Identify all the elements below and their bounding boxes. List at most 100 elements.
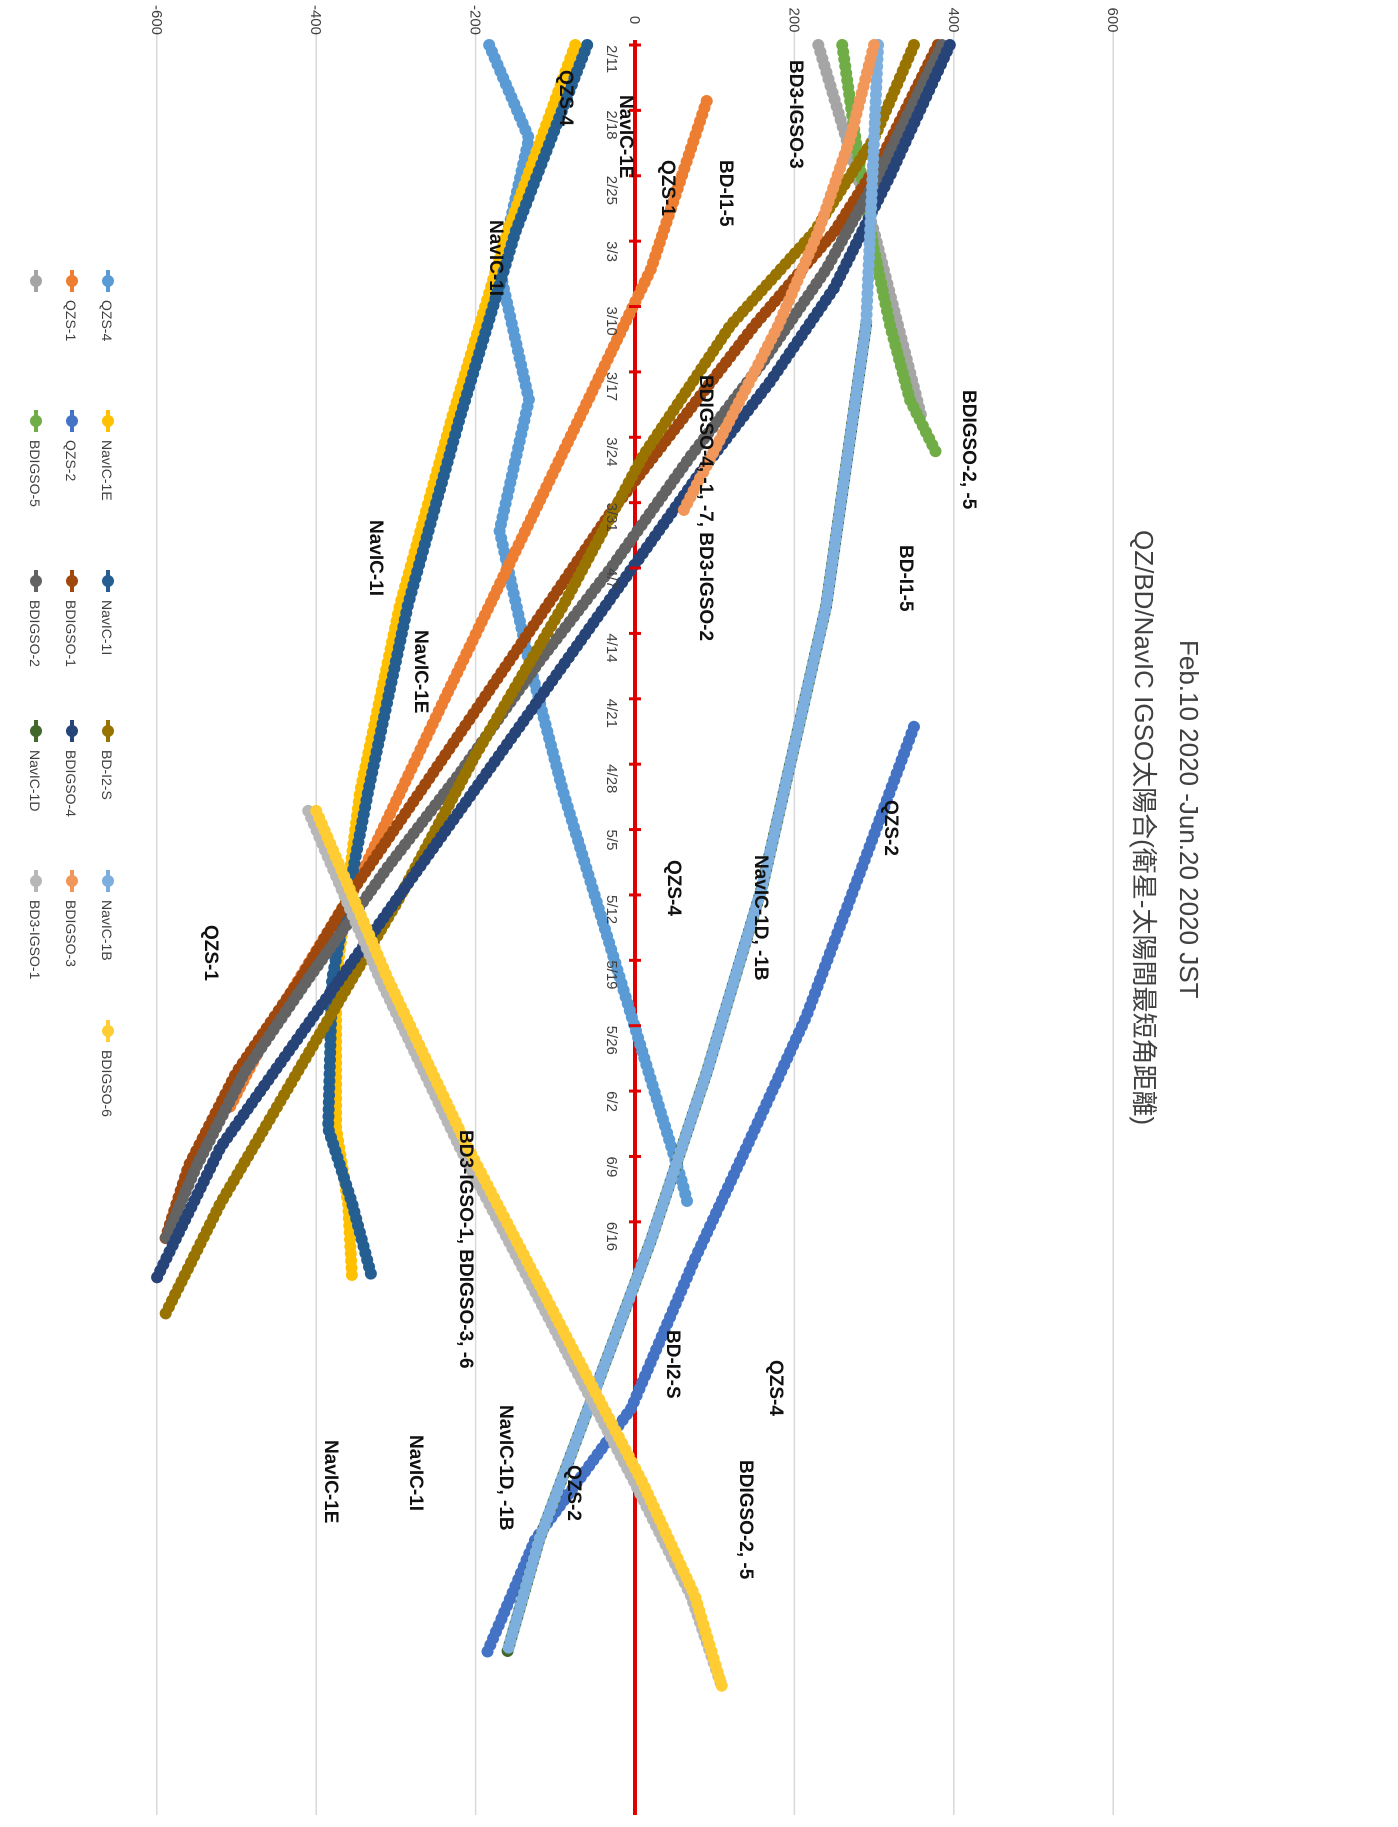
legend-item: BD-I2-S — [99, 720, 115, 800]
legend-label: NavIC-1E — [99, 440, 115, 501]
value-tick-label: 0 — [626, 16, 643, 24]
annotation-label: BD-I1-5 — [715, 160, 736, 227]
date-tick-label: 4/14 — [603, 633, 620, 662]
annotation-label: BDIGSO-4, -1, -7, BD3-IGSO-2 — [695, 375, 716, 641]
legend-marker — [66, 875, 78, 887]
annotation-label: NavIC-1D, -1B — [750, 855, 771, 981]
annotation-label: BD3-IGSO-3 — [785, 60, 806, 169]
legend-item: NavIC-1I — [99, 570, 115, 655]
legend-item: QZS-2 — [63, 410, 79, 481]
legend-marker — [30, 575, 42, 587]
annotation-label: BDIGSO-2, -5 — [735, 1460, 756, 1580]
value-tick-label: 200 — [785, 7, 802, 32]
legend-marker — [102, 1025, 114, 1037]
legend-label: BD-I2-S — [99, 750, 115, 800]
legend-marker — [102, 275, 114, 287]
legend-item: NavIC-1B — [99, 870, 115, 961]
legend-marker — [30, 275, 42, 287]
legend-marker — [66, 575, 78, 587]
legend-marker — [102, 575, 114, 587]
value-tick-label: 400 — [945, 7, 962, 32]
annotation-label: NavIC-1E — [320, 1440, 341, 1523]
legend-label: QZS-2 — [63, 440, 79, 481]
date-tick-label: 5/12 — [603, 895, 620, 924]
legend-marker — [66, 275, 78, 287]
series-line — [158, 39, 944, 1247]
legend-label: BDIGSO-1 — [63, 600, 79, 667]
value-tick-label: 600 — [1104, 7, 1121, 32]
legend-marker — [30, 415, 42, 427]
legend-item: BDIGSO-6 — [99, 1020, 115, 1117]
titles: Feb.10 2020 -Jun.20 2020 JST QZ/BD/NavIC… — [1129, 530, 1204, 1125]
date-tick-label: 3/3 — [603, 241, 620, 262]
series-line — [322, 39, 594, 1284]
date-tick-label: 6/2 — [603, 1091, 620, 1112]
legend-marker — [66, 725, 78, 737]
legend-item: QZS-1 — [63, 270, 79, 341]
annotation-label: QZS-4 — [765, 1360, 786, 1416]
date-tick-label: 5/26 — [603, 1026, 620, 1055]
annotation-label: QZS-4 — [555, 70, 576, 126]
series-line — [501, 39, 885, 1658]
date-tick-label: 6/16 — [603, 1222, 620, 1251]
annotation-label: QZS-2 — [880, 800, 901, 856]
legend-item: BDIGSO-5 — [27, 410, 43, 507]
series-line — [158, 39, 948, 1247]
date-tick-label: 5/5 — [603, 830, 620, 851]
series-line — [676, 39, 881, 518]
annotation-label: QZS-2 — [563, 1465, 584, 1521]
legend-item: BDIGSO-2 — [27, 570, 43, 667]
legend-label: QZS-1 — [63, 300, 79, 341]
value-tick-label: -600 — [148, 5, 165, 35]
legend-item: BDIGSO-4 — [63, 720, 79, 817]
legend-label: QZS-4 — [99, 300, 115, 341]
date-tick-label: 5/19 — [603, 960, 620, 989]
annotation-label: QZS-1 — [200, 925, 221, 981]
chart-subtitle: QZ/BD/NavIC IGSO太陽合(衛星-太陽間最短角距離) — [1129, 530, 1159, 1125]
date-tick-label: 6/9 — [603, 1156, 620, 1177]
date-tick-label: 4/28 — [603, 764, 620, 793]
annotation-label: NavIC-1D, -1B — [495, 1405, 516, 1531]
date-tick-label: 3/24 — [603, 437, 620, 466]
date-tick-label: 3/10 — [603, 307, 620, 336]
legend-label: BDIGSO-5 — [27, 440, 43, 507]
legend-item: BDIGSO-1 — [63, 570, 79, 667]
date-tick-label: 4/7 — [603, 568, 620, 589]
annotations: QZS-4 NavIC-1E QZS-1 BD3-IGSO-3 BD-I1-5 NavIC… — [200, 60, 979, 1580]
value-tick-label: -400 — [307, 5, 324, 35]
annotation-label: NavIC-1I — [405, 1435, 426, 1511]
date-tick-label: 3/31 — [603, 503, 620, 532]
date-tick-label: 3/17 — [603, 372, 620, 401]
legend-label: BD3-IGSO-1 — [27, 900, 43, 980]
annotation-label: BD3-IGSO-1, BDIGSO-3, -6 — [455, 1130, 476, 1369]
annotation-label: BD-I2-S — [662, 1330, 683, 1399]
chart-title: Feb.10 2020 -Jun.20 2020 JST — [1174, 640, 1204, 999]
legend-marker — [66, 415, 78, 427]
legend-item: NavIC-1D — [27, 720, 43, 811]
legend-marker — [102, 875, 114, 887]
legend-label: BDIGSO-6 — [99, 1050, 115, 1117]
date-tick-label: 2/18 — [603, 110, 620, 139]
annotation-label: NavIC-1E — [615, 95, 636, 178]
legend-marker — [102, 415, 114, 427]
annotation-label: NavIC-1I — [365, 520, 386, 596]
legend-label: NavIC-1B — [99, 900, 115, 961]
series-line — [310, 804, 729, 1695]
annotation-label: NavIC-1I — [485, 220, 506, 296]
legend-label: BDIGSO-3 — [63, 900, 79, 967]
legend-marker — [30, 725, 42, 737]
date-tick-label: 2/11 — [603, 45, 620, 73]
legend-label: BDIGSO-4 — [63, 750, 79, 817]
legend-label: NavIC-1I — [99, 600, 115, 655]
legend-label: NavIC-1D — [27, 750, 43, 811]
legend-item: BDIGSO-3 — [63, 870, 79, 967]
date-tick-label: 2/25 — [603, 176, 620, 205]
legend-item: BD3-IGSO-1 — [27, 870, 43, 980]
value-axis-ticks: -600 -400 -200 0 200 400 600 — [148, 5, 1121, 35]
annotation-label: BD-I1-5 — [895, 545, 916, 612]
date-tick-label: 4/21 — [603, 699, 620, 728]
value-tick-label: -200 — [467, 5, 484, 35]
series-line — [150, 39, 956, 1284]
legend-item — [30, 270, 42, 292]
